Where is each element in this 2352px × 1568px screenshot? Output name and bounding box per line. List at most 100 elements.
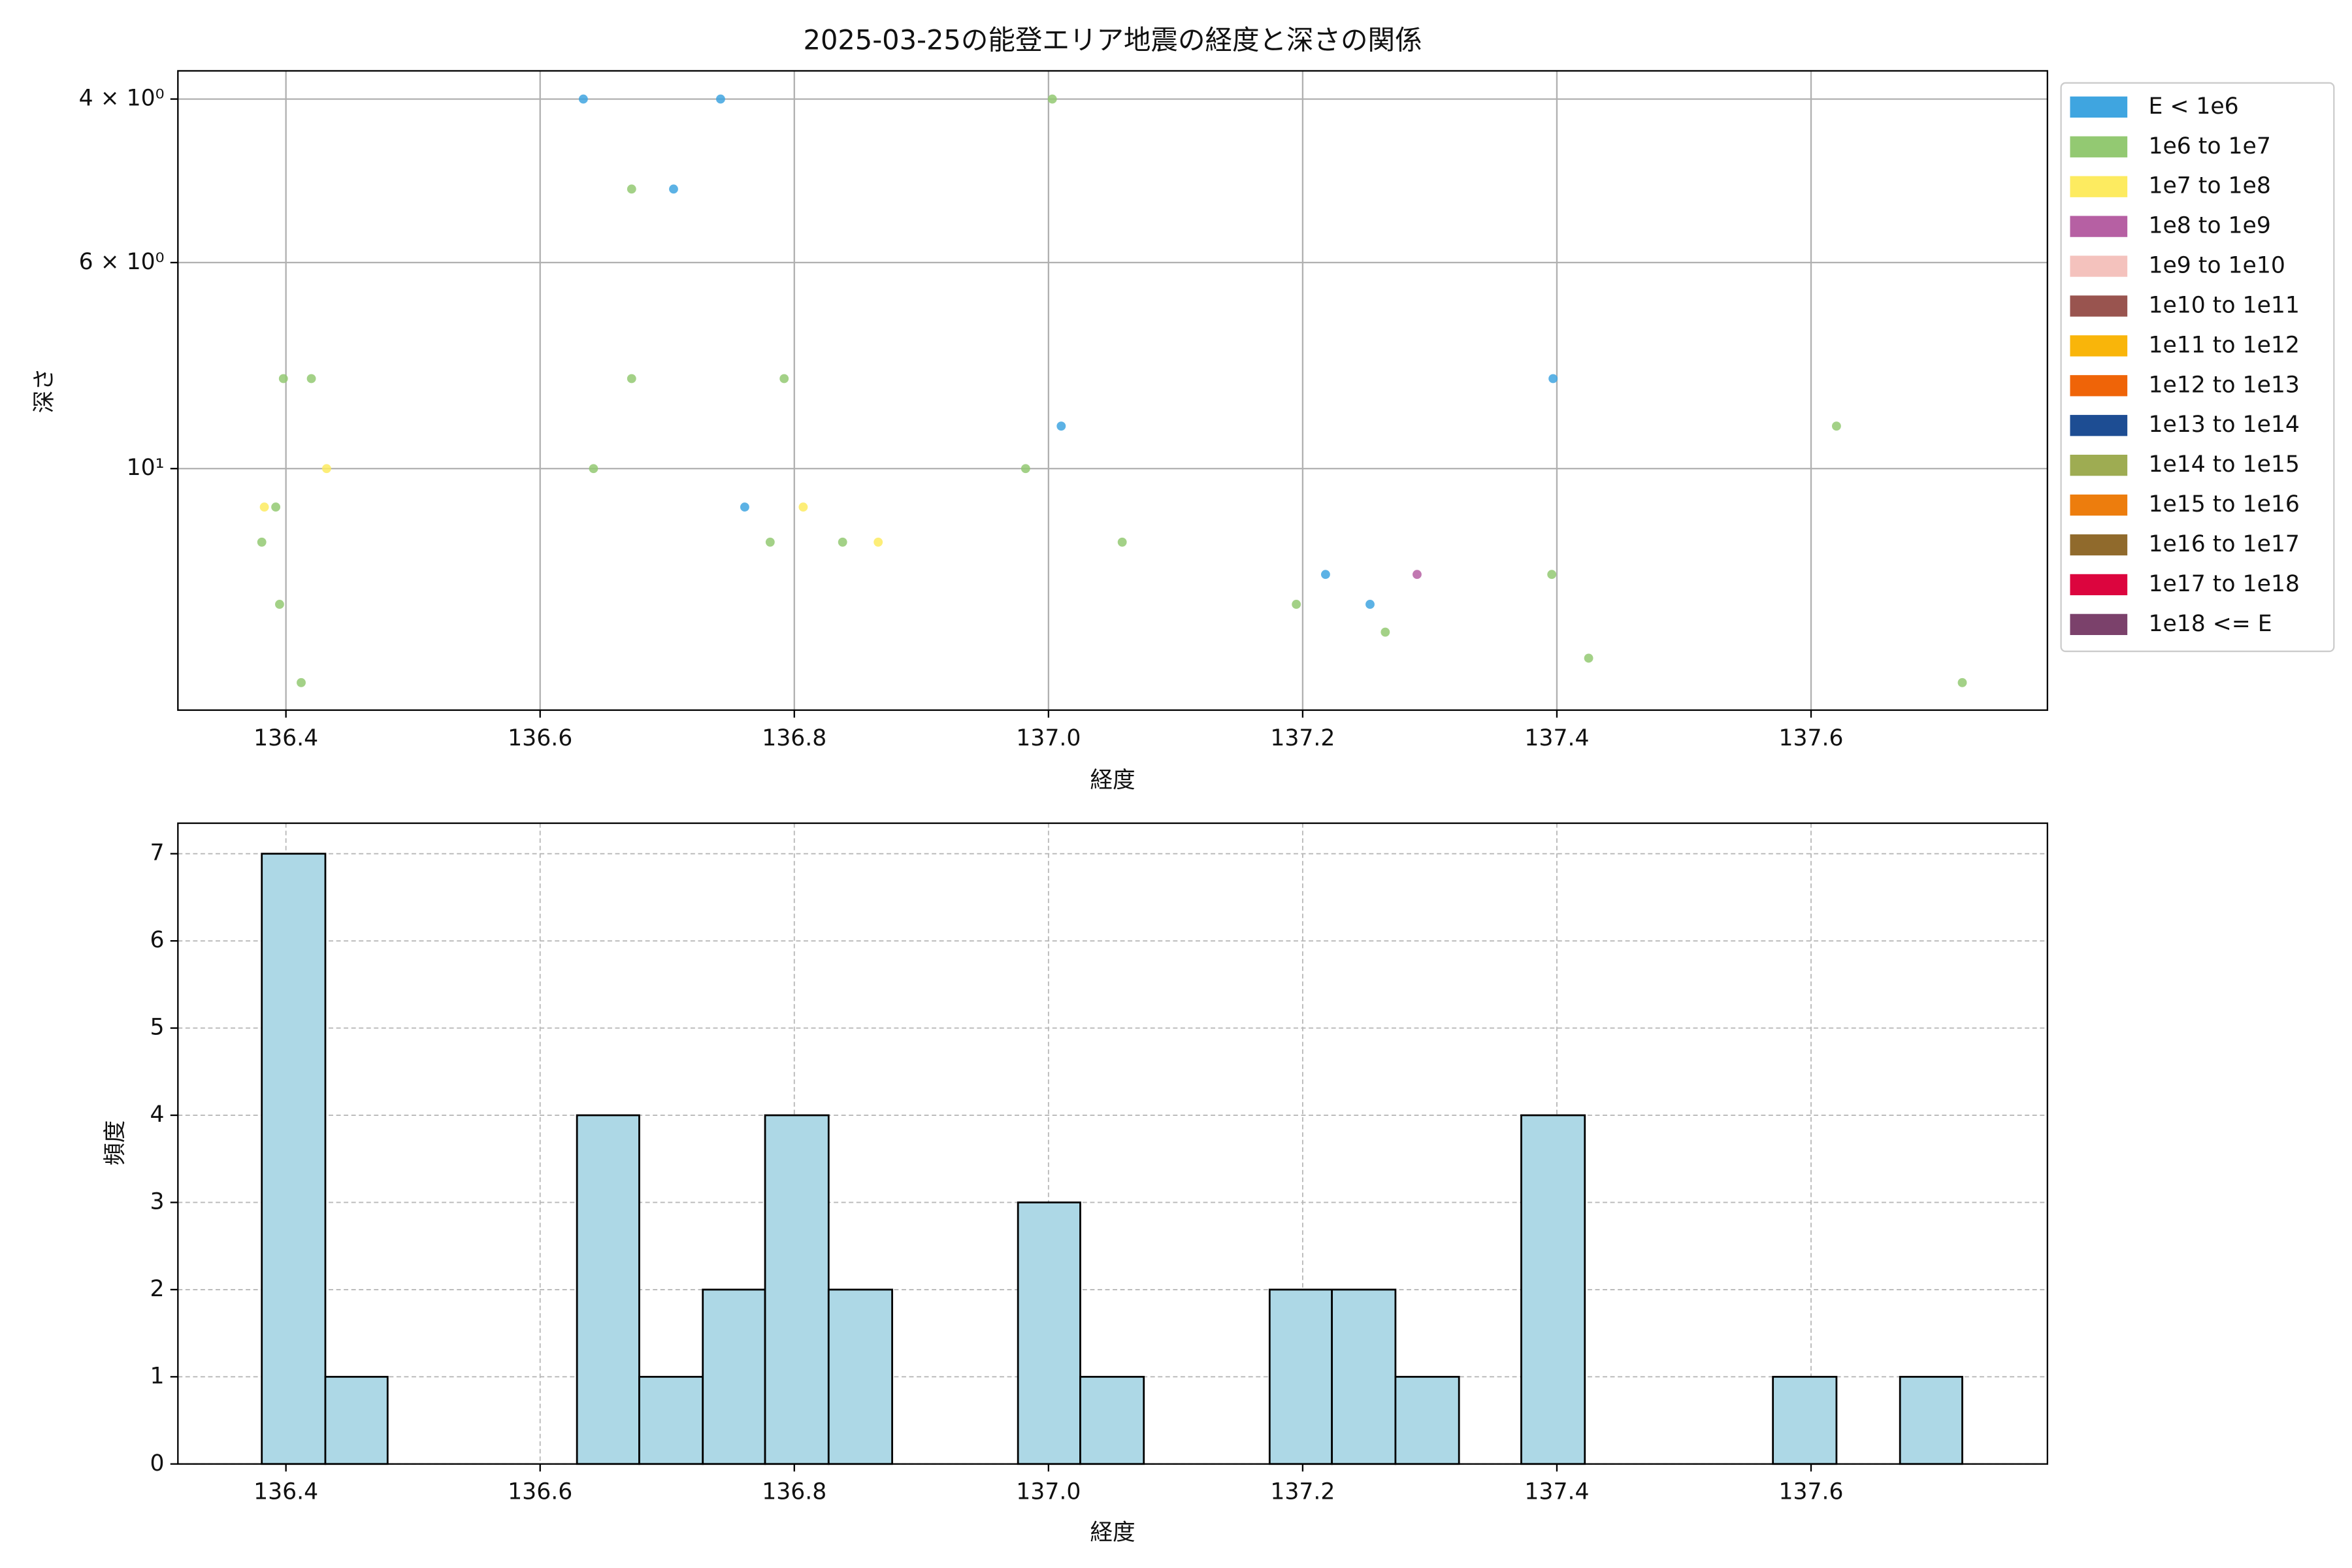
legend-patch — [2070, 136, 2128, 157]
point — [297, 678, 306, 687]
legend-patch — [2070, 415, 2128, 436]
point — [1832, 421, 1841, 431]
point — [1021, 464, 1030, 474]
x-tick-label: 136.4 — [253, 1479, 318, 1505]
x-tick-label: 137.0 — [1016, 1479, 1081, 1505]
x-tick-label: 136.8 — [762, 725, 826, 751]
legend-patch — [2070, 455, 2128, 476]
bar — [261, 853, 327, 1465]
legend-label: 1e10 to 1e11 — [2148, 292, 2299, 318]
point — [838, 537, 847, 547]
legend-label: 1e11 to 1e12 — [2148, 332, 2299, 358]
legend-label: 1e15 to 1e16 — [2148, 491, 2299, 517]
point — [798, 502, 808, 512]
bar — [1520, 1114, 1586, 1465]
bar — [324, 1375, 389, 1465]
bar — [1772, 1375, 1838, 1465]
x-tick-label: 137.6 — [1778, 1479, 1843, 1505]
bar — [702, 1288, 766, 1465]
point — [1413, 570, 1422, 580]
point — [765, 537, 775, 547]
legend-label: 1e12 to 1e13 — [2148, 372, 2299, 398]
legend-patch — [2070, 335, 2128, 357]
legend-patch — [2070, 375, 2128, 397]
legend-label: 1e14 to 1e15 — [2148, 451, 2299, 478]
x-tick-label: 136.4 — [253, 725, 318, 751]
point — [1365, 600, 1375, 609]
point — [278, 374, 288, 384]
x-tick-label: 136.6 — [508, 1479, 572, 1505]
legend-label: 1e7 to 1e8 — [2148, 173, 2270, 199]
legend-label: 1e8 to 1e9 — [2148, 213, 2270, 239]
legend-patch — [2070, 574, 2128, 596]
point — [1584, 653, 1593, 663]
y-tick-label: 6 × 10⁰ — [79, 249, 165, 275]
x-axis-label: 経度 — [1090, 1520, 1135, 1546]
legend-label: 1e18 <= E — [2148, 611, 2272, 637]
y-tick-label: 10¹ — [127, 455, 165, 481]
axes-frame — [177, 822, 2048, 1465]
point — [257, 537, 267, 547]
x-tick-label: 137.4 — [1524, 725, 1589, 751]
y-tick-label: 4 — [150, 1102, 165, 1128]
x-axis-label: 経度 — [1090, 767, 1135, 793]
legend-label: 1e9 to 1e10 — [2148, 253, 2285, 279]
y-axis-label: 深さ — [31, 368, 57, 413]
legend-patch — [2070, 295, 2128, 317]
bar — [1331, 1288, 1397, 1465]
y-tick-label: 1 — [150, 1363, 165, 1389]
chart-title: 2025-03-25の能登エリア地震の経度と深さの関係 — [804, 24, 1422, 56]
y-tick-label: 6 — [150, 927, 165, 953]
y-tick-label: 4 × 10⁰ — [79, 86, 165, 112]
axes-frame — [177, 70, 2048, 711]
y-tick-label: 7 — [150, 840, 165, 866]
y-axis-label: 頻度 — [103, 1120, 129, 1166]
legend-patch — [2070, 494, 2128, 516]
y-tick-label: 3 — [150, 1188, 165, 1215]
plot-layer: 136.4 136.6 136.8 137.0 137.2 137.4 137.6 4 × 1… — [79, 70, 2335, 1505]
bar — [764, 1114, 830, 1465]
point — [874, 537, 883, 547]
x-tick-label: 137.2 — [1270, 1479, 1335, 1505]
point — [740, 502, 749, 512]
legend-patch — [2070, 255, 2128, 277]
bar — [1394, 1375, 1460, 1465]
legend-patch — [2070, 216, 2128, 237]
bar — [576, 1114, 640, 1465]
point — [1056, 421, 1066, 431]
bar — [638, 1375, 704, 1465]
bar — [1079, 1375, 1145, 1465]
legend-patch — [2070, 176, 2128, 197]
legend-patch — [2070, 534, 2128, 556]
x-tick-label: 136.8 — [762, 1479, 826, 1505]
point — [1047, 94, 1057, 104]
x-tick-label: 137.6 — [1778, 725, 1843, 751]
legend-label: 1e13 to 1e14 — [2148, 412, 2299, 438]
point — [275, 600, 284, 609]
point — [779, 374, 789, 384]
point — [1117, 537, 1127, 547]
point — [627, 184, 636, 194]
point — [589, 464, 598, 474]
legend-label: 1e16 to 1e17 — [2148, 531, 2299, 557]
legend-patch — [2070, 613, 2128, 635]
point — [669, 184, 678, 194]
x-tick-label: 137.2 — [1270, 725, 1335, 751]
bar — [827, 1288, 893, 1465]
bar — [1017, 1201, 1081, 1465]
legend-label: E < 1e6 — [2148, 93, 2238, 120]
point — [716, 94, 725, 104]
point — [1957, 678, 1967, 687]
point — [1548, 374, 1558, 384]
point — [271, 502, 281, 512]
y-tick-label: 0 — [150, 1450, 165, 1477]
bar — [1268, 1288, 1333, 1465]
point — [578, 94, 588, 104]
legend-patch — [2070, 96, 2128, 118]
legend-label: 1e6 to 1e7 — [2148, 133, 2270, 159]
legend-box — [2060, 82, 2335, 653]
point — [259, 502, 269, 512]
x-tick-label: 137.4 — [1524, 1479, 1589, 1505]
y-tick-label: 5 — [150, 1015, 165, 1041]
